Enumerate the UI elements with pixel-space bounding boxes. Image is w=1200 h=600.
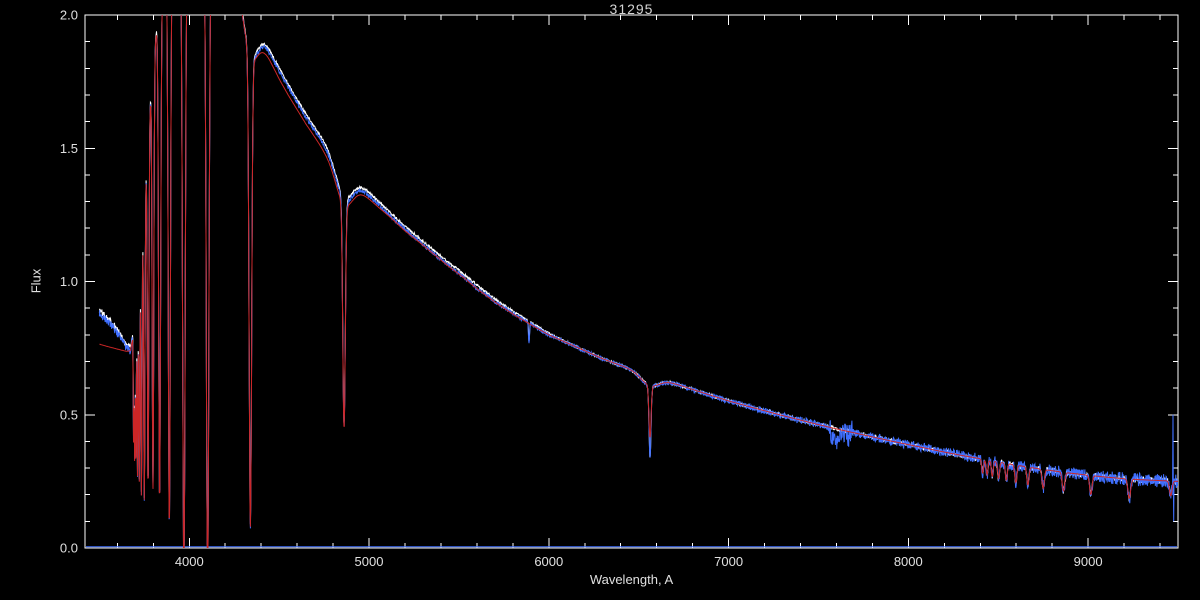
svg-text:5000: 5000: [355, 554, 384, 569]
svg-text:1.0: 1.0: [60, 274, 78, 289]
svg-text:1.5: 1.5: [60, 141, 78, 156]
svg-text:8000: 8000: [894, 554, 923, 569]
svg-text:2.0: 2.0: [60, 8, 78, 23]
svg-text:4000: 4000: [175, 554, 204, 569]
svg-text:9000: 9000: [1074, 554, 1103, 569]
chart-title: 31295: [609, 1, 654, 17]
x-axis-label: Wavelength, A: [589, 572, 674, 587]
svg-text:6000: 6000: [534, 554, 563, 569]
svg-text:0.5: 0.5: [60, 407, 78, 422]
svg-text:7000: 7000: [714, 554, 743, 569]
svg-text:0.0: 0.0: [60, 541, 78, 556]
